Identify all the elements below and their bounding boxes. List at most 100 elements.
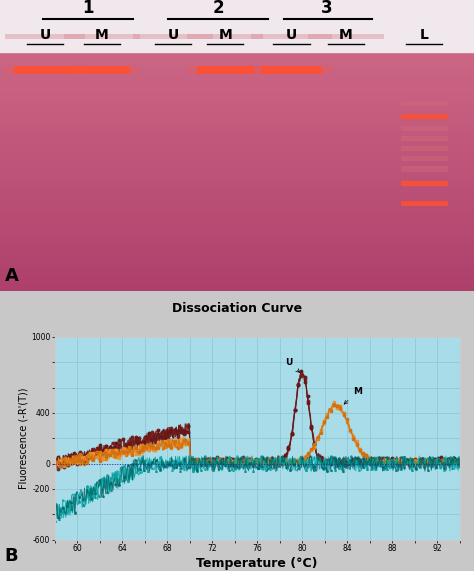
Text: M: M bbox=[339, 28, 353, 42]
Bar bbox=[0, 239, 474, 240]
Bar bbox=[0, 284, 474, 286]
Bar bbox=[0, 57, 474, 58]
Bar bbox=[0, 110, 474, 111]
Bar bbox=[401, 146, 448, 151]
Bar bbox=[0, 80, 474, 81]
Bar bbox=[0, 143, 474, 144]
Bar bbox=[0, 255, 474, 256]
Bar bbox=[197, 66, 254, 74]
Bar bbox=[0, 196, 474, 197]
Bar bbox=[0, 99, 474, 100]
Bar bbox=[0, 200, 474, 202]
Bar bbox=[0, 122, 474, 123]
Bar bbox=[0, 69, 474, 70]
Bar bbox=[0, 166, 474, 167]
Bar bbox=[73, 66, 130, 74]
Bar bbox=[0, 104, 474, 105]
Bar bbox=[0, 170, 474, 171]
Bar bbox=[0, 71, 474, 73]
Bar bbox=[0, 82, 474, 83]
Text: A: A bbox=[5, 267, 18, 286]
Bar bbox=[0, 286, 474, 287]
Bar bbox=[401, 156, 448, 162]
Bar bbox=[0, 113, 474, 115]
Bar bbox=[0, 161, 474, 162]
Bar bbox=[0, 240, 474, 241]
Bar bbox=[0, 159, 474, 160]
Bar bbox=[0, 174, 474, 175]
Bar bbox=[0, 160, 474, 161]
Text: U: U bbox=[39, 28, 51, 42]
Bar bbox=[0, 228, 474, 229]
Bar bbox=[401, 114, 448, 119]
Bar bbox=[0, 192, 474, 194]
Bar bbox=[0, 216, 474, 217]
Bar bbox=[0, 62, 474, 63]
Bar bbox=[0, 203, 474, 204]
Bar bbox=[401, 100, 448, 106]
Bar bbox=[0, 275, 474, 276]
Bar bbox=[0, 265, 474, 266]
Bar bbox=[0, 224, 474, 226]
Bar bbox=[0, 74, 474, 75]
Bar bbox=[0, 98, 474, 99]
Bar bbox=[0, 241, 474, 242]
Bar bbox=[0, 63, 474, 65]
Bar bbox=[0, 279, 474, 280]
Bar bbox=[0, 185, 474, 186]
Bar bbox=[0, 282, 474, 283]
Bar bbox=[0, 149, 474, 150]
Bar bbox=[0, 151, 474, 152]
Bar bbox=[0, 78, 474, 79]
Bar bbox=[0, 268, 474, 270]
Bar bbox=[0, 158, 474, 159]
Bar bbox=[0, 267, 474, 268]
Bar bbox=[0, 107, 474, 108]
Bar bbox=[0, 204, 474, 205]
Bar bbox=[0, 227, 474, 228]
Bar bbox=[0, 66, 474, 67]
Bar bbox=[0, 92, 474, 93]
Bar bbox=[0, 131, 474, 132]
Bar bbox=[0, 199, 474, 200]
Bar bbox=[0, 234, 474, 235]
Bar bbox=[0, 67, 474, 68]
Bar bbox=[0, 178, 474, 179]
Bar bbox=[187, 34, 263, 39]
Text: U: U bbox=[286, 28, 297, 42]
Bar bbox=[0, 164, 474, 166]
Bar bbox=[0, 123, 474, 124]
Bar bbox=[5, 66, 85, 74]
Bar bbox=[0, 229, 474, 230]
Bar bbox=[401, 136, 448, 141]
Bar bbox=[0, 77, 474, 78]
Bar bbox=[0, 231, 474, 233]
Bar bbox=[0, 81, 474, 82]
Bar bbox=[0, 85, 474, 86]
Bar bbox=[0, 276, 474, 277]
Bar bbox=[0, 211, 474, 212]
Bar bbox=[401, 181, 448, 186]
Bar bbox=[0, 108, 474, 110]
Bar bbox=[0, 75, 474, 77]
Bar bbox=[0, 91, 474, 92]
Bar bbox=[5, 34, 85, 39]
Bar bbox=[0, 182, 474, 183]
Bar bbox=[0, 253, 474, 254]
Bar bbox=[0, 130, 474, 131]
Bar bbox=[0, 207, 474, 208]
Bar bbox=[0, 212, 474, 214]
Bar bbox=[0, 61, 474, 62]
Bar bbox=[0, 132, 474, 134]
Bar bbox=[0, 208, 474, 209]
Bar bbox=[0, 117, 474, 118]
Bar bbox=[0, 271, 474, 272]
Bar bbox=[0, 79, 474, 80]
Bar bbox=[0, 244, 474, 246]
Bar bbox=[0, 96, 474, 98]
Bar bbox=[0, 73, 474, 74]
Bar bbox=[0, 115, 474, 116]
Bar bbox=[0, 191, 474, 192]
Bar bbox=[0, 146, 474, 147]
Bar bbox=[14, 66, 76, 74]
